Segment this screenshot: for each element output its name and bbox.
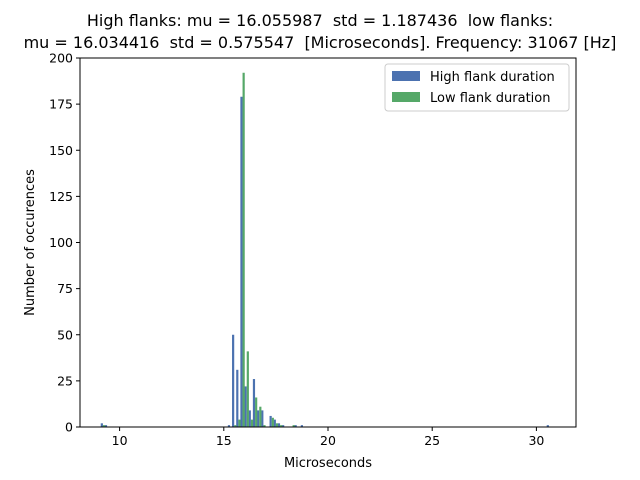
high-flank-bar-10 <box>261 410 264 427</box>
low-flank-bar-4 <box>246 351 249 427</box>
high-flank-bar-9 <box>257 410 260 427</box>
high-flank-bar-3 <box>232 334 235 427</box>
high-flank-bar-11 <box>269 415 272 427</box>
legend-label-low-flank: Low flank duration <box>430 91 551 106</box>
chart-title-line-2: mu = 16.034416 std = 0.575547 [Microseco… <box>23 33 617 52</box>
y-tick-label: 75 <box>57 281 73 296</box>
x-tick-label: 15 <box>216 433 232 448</box>
high-flank-bar-6 <box>244 386 247 427</box>
high-flank-bar-0 <box>100 423 103 427</box>
y-tick-label: 50 <box>57 327 73 342</box>
high-flank-bar-15 <box>294 425 297 427</box>
low-flank-bar-5 <box>250 419 254 427</box>
legend-swatch-high-flank <box>392 71 420 81</box>
legend: High flank duration Low flank duration <box>384 63 570 112</box>
x-axis-label: Microseconds <box>284 456 372 471</box>
low-flank-bar-3 <box>242 72 245 427</box>
legend-label-high-flank: High flank duration <box>430 70 555 85</box>
low-flank-bar-6 <box>255 397 258 427</box>
high-flank-bar-2 <box>227 425 231 427</box>
x-tick-label: 30 <box>528 433 544 448</box>
low-flank-bar-11 <box>280 425 283 427</box>
low-flank-bar-7 <box>259 406 262 427</box>
low-flank-bar-8 <box>263 425 266 427</box>
tick-layer: 10 15 20 25 30 0 25 50 75 100 125 150 175 200 <box>49 51 544 449</box>
low-flank-bar-12 <box>292 425 295 427</box>
high-flank-bar-5 <box>240 96 243 427</box>
y-tick-label: 150 <box>49 143 73 158</box>
high-flank-bar-12 <box>273 419 276 427</box>
high-flank-bar-4 <box>236 369 239 427</box>
high-flank-bar-8 <box>252 379 256 427</box>
y-tick-label: 0 <box>65 420 73 435</box>
legend-box <box>384 63 570 112</box>
y-tick-label: 100 <box>49 235 73 250</box>
low-flank-bar-1 <box>234 425 237 427</box>
y-tick-label: 125 <box>49 189 73 204</box>
high-flank-bar-17 <box>546 425 549 427</box>
high-flank-bar-14 <box>282 425 285 427</box>
high-flank-bar-16 <box>300 425 303 427</box>
high-flank-bar-13 <box>277 423 281 427</box>
bar-layer <box>100 72 549 427</box>
y-tick-label: 25 <box>57 373 73 388</box>
plot-frame <box>79 57 577 428</box>
legend-swatch-low-flank <box>392 92 420 102</box>
high-flank-bar-7 <box>248 410 251 427</box>
chart-title-line-1: High flanks: mu = 16.055987 std = 1.1874… <box>86 11 554 30</box>
low-flank-bar-10 <box>275 423 279 427</box>
low-flank-bar-0 <box>102 425 106 427</box>
x-tick-label: 10 <box>112 433 128 448</box>
x-tick-label: 25 <box>424 433 440 448</box>
y-tick-label: 175 <box>49 97 73 112</box>
high-flank-bar-1 <box>104 425 108 427</box>
low-flank-bar-2 <box>238 419 241 427</box>
y-axis-label: Number of occurences <box>23 169 38 316</box>
low-flank-bar-9 <box>271 417 274 427</box>
y-tick-label: 200 <box>49 51 73 66</box>
x-tick-label: 20 <box>320 433 336 448</box>
